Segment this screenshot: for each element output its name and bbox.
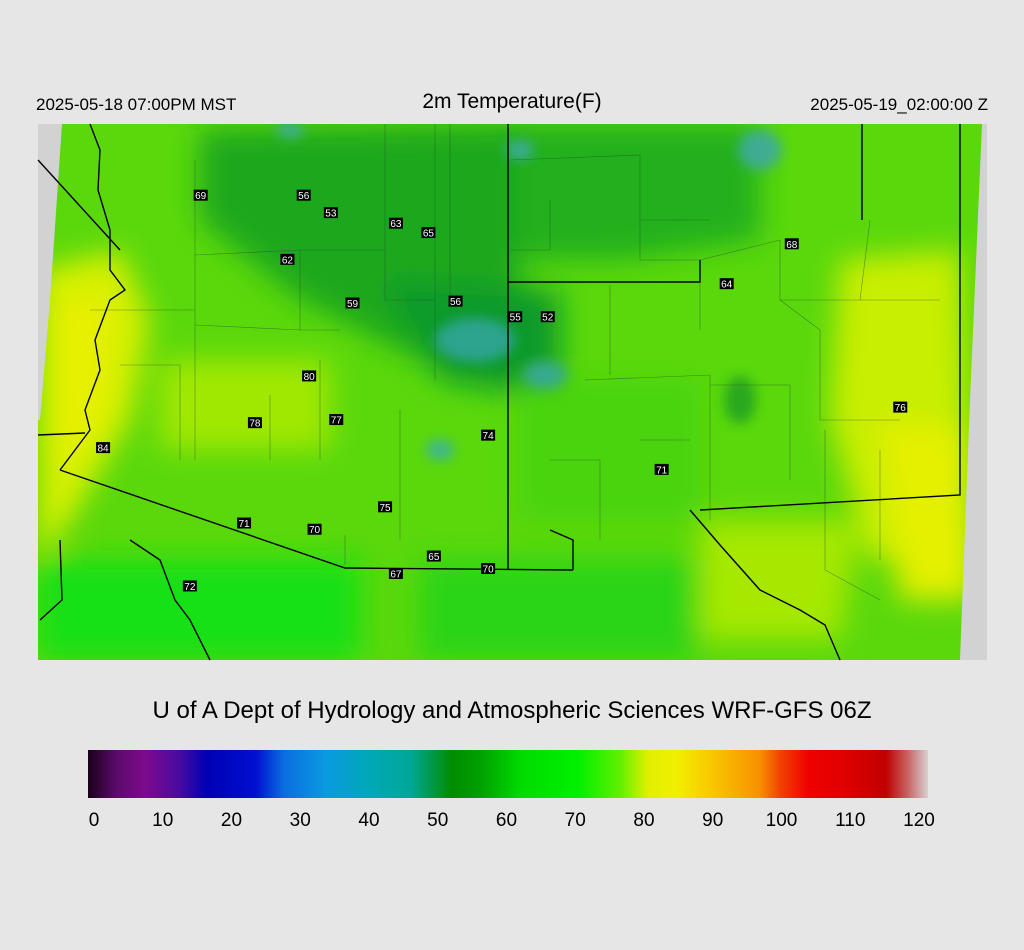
station-temp-14: 77 (329, 414, 344, 427)
svg-text:78: 78 (249, 419, 261, 430)
svg-text:72: 72 (184, 582, 196, 593)
colorbar-tick-70: 70 (564, 810, 586, 831)
colorbar-tick-110: 110 (835, 810, 866, 831)
colorbar-tick-80: 80 (633, 810, 655, 831)
svg-text:76: 76 (895, 403, 907, 414)
colorbar-tick-0: 0 (88, 810, 100, 831)
svg-text:65: 65 (423, 229, 435, 240)
station-temp-11: 52 (540, 311, 555, 324)
station-temp-3: 63 (388, 217, 403, 230)
svg-text:75: 75 (380, 503, 392, 514)
colorbar-tick-10: 10 (152, 810, 174, 831)
station-temp-23: 70 (481, 563, 496, 576)
station-temp-16: 84 (96, 442, 111, 455)
svg-text:55: 55 (510, 313, 522, 324)
colorbar-tick-40: 40 (358, 810, 380, 831)
station-temp-4: 65 (421, 227, 436, 240)
station-temp-22: 65 (426, 550, 441, 563)
station-temp-20: 71 (237, 517, 252, 530)
model-credit: U of A Dept of Hydrology and Atmospheric… (152, 697, 872, 724)
station-temp-15: 74 (481, 429, 496, 442)
colorbar-tick-90: 90 (702, 810, 724, 831)
station-temp-19: 75 (378, 501, 393, 514)
svg-text:59: 59 (347, 299, 359, 310)
station-temp-21: 70 (307, 523, 322, 536)
station-temp-24: 67 (388, 567, 403, 580)
station-temp-1: 56 (296, 189, 311, 202)
svg-text:80: 80 (304, 372, 316, 383)
station-temp-17: 76 (893, 401, 908, 414)
state-borders (37, 123, 961, 661)
station-temp-9: 56 (448, 295, 463, 308)
county-lines (90, 124, 940, 601)
station-temp-7: 64 (719, 278, 734, 291)
svg-text:71: 71 (239, 519, 251, 530)
temperature-map: 69 56 53 63 65 62 68 64 59 56 55 52 80 78 77 74 84 76 71 75… (37, 123, 987, 661)
station-temp-18: 71 (654, 463, 669, 476)
station-temp-25: 72 (182, 580, 197, 593)
svg-text:69: 69 (195, 191, 207, 202)
station-temp-12: 80 (302, 370, 317, 383)
temperature-field (38, 124, 987, 660)
svg-text:68: 68 (786, 240, 798, 251)
colorbar-tick-100: 100 (765, 810, 798, 831)
svg-text:70: 70 (483, 565, 495, 576)
svg-text:70: 70 (309, 525, 321, 536)
colorbar-tick-60: 60 (495, 810, 518, 831)
svg-text:65: 65 (428, 552, 440, 563)
station-temp-13: 78 (247, 417, 262, 430)
station-temp-10: 55 (508, 311, 523, 324)
valid-time-label: 2025-05-19_02:00:00 Z (810, 95, 988, 114)
svg-text:62: 62 (282, 255, 294, 266)
map-title: 2m Temperature(F) (422, 90, 602, 113)
colorbar-tick-120: 120 (903, 810, 935, 831)
svg-text:52: 52 (542, 313, 554, 324)
colorbar-tick-30: 30 (289, 810, 311, 831)
svg-text:84: 84 (98, 444, 110, 455)
svg-text:64: 64 (721, 280, 733, 291)
colorbar-tick-20: 20 (220, 810, 243, 831)
svg-text:53: 53 (325, 209, 337, 220)
svg-text:67: 67 (390, 569, 402, 580)
svg-text:56: 56 (450, 297, 462, 308)
station-temp-5: 62 (280, 253, 295, 266)
local-time-label: 2025-05-18 07:00PM MST (36, 95, 237, 114)
station-markers: 69 56 53 63 65 62 68 64 59 56 55 52 80 78 77 74 84 76 71 75… (96, 189, 908, 593)
svg-text:74: 74 (483, 431, 495, 442)
station-temp-8: 59 (345, 297, 360, 310)
temperature-colorbar (88, 750, 928, 798)
svg-text:63: 63 (390, 219, 402, 230)
colorbar-tick-50: 50 (427, 810, 449, 831)
station-temp-0: 69 (193, 189, 208, 202)
svg-text:77: 77 (331, 416, 343, 427)
station-temp-2: 53 (323, 207, 338, 220)
station-temp-6: 68 (784, 238, 799, 251)
svg-text:71: 71 (656, 465, 668, 476)
svg-text:56: 56 (298, 191, 310, 202)
